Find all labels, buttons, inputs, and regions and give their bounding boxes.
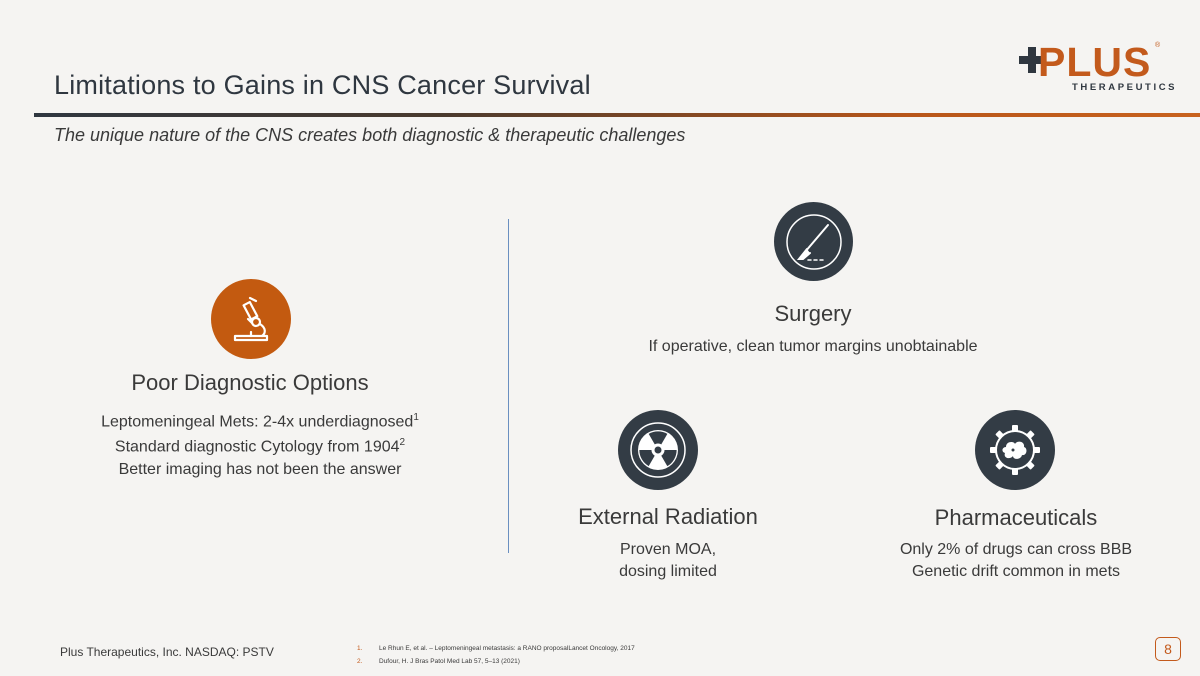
pill-gear-icon (975, 410, 1055, 490)
logo-registered-mark: ® (1155, 42, 1161, 49)
diagnostic-line-1-text: Leptomeningeal Mets: 2-4x underdiagnosed (101, 413, 414, 431)
footnote-1-number: 1. (357, 645, 363, 652)
title-rule (34, 113, 1200, 117)
footnote-ref-1: 1 (413, 412, 419, 423)
footnote-2-text: Dufour, H. J Bras Patol Med Lab 57, 5–13… (379, 658, 520, 665)
footnote-1: 1. Le Rhun E, et al. – Leptomeningeal met… (357, 645, 635, 652)
pharma-line-1: Only 2% of drugs can cross BBB (899, 541, 1133, 558)
company-logo: PLUS ® THERAPEUTICS (1015, 39, 1175, 95)
radiation-line-2: dosing limited (619, 563, 717, 580)
surgery-heading: Surgery (774, 301, 852, 326)
footnote-2-number: 2. (357, 658, 363, 665)
radiation-line-1: Proven MOA, (619, 541, 717, 558)
diagnostic-line-1: Leptomeningeal Mets: 2-4x underdiagnosed… (60, 412, 460, 431)
section-divider (508, 219, 509, 553)
diagnostic-line-2: Standard diagnostic Cytology from 19042 (60, 437, 460, 456)
footer-company: Plus Therapeutics, Inc. NASDAQ: PSTV (60, 645, 274, 659)
scalpel-icon (774, 202, 853, 281)
diagnostic-line-2-text: Standard diagnostic Cytology from 1904 (114, 438, 400, 456)
surgery-line-1: If operative, clean tumor margins unobta… (648, 338, 978, 355)
page-number: 8 (1155, 637, 1181, 661)
microscope-icon (211, 279, 291, 359)
slide-subtitle: The unique nature of the CNS creates bot… (54, 125, 686, 145)
pharma-heading: Pharmaceuticals (934, 505, 1098, 530)
logo-wordmark: PLUS (1038, 39, 1152, 85)
footnote-ref-2: 2 (399, 437, 406, 448)
pharma-line-2: Genetic drift common in mets (911, 563, 1121, 580)
slide-title: Limitations to Gains in CNS Cancer Survi… (54, 70, 591, 100)
logo-tagline: THERAPEUTICS (1072, 82, 1178, 93)
diagnostic-heading: Poor Diagnostic Options (131, 370, 369, 395)
footnote-1-text: Le Rhun E, et al. – Leptomeningeal metas… (379, 645, 635, 652)
radiation-icon (618, 410, 698, 490)
radiation-heading: External Radiation (578, 504, 758, 529)
diagnostic-line-3: Better imaging has not been the answer (118, 461, 402, 478)
footnote-2: 2. Dufour, H. J Bras Patol Med Lab 57, 5–… (357, 658, 520, 665)
logo-plus-mark (1019, 47, 1045, 73)
